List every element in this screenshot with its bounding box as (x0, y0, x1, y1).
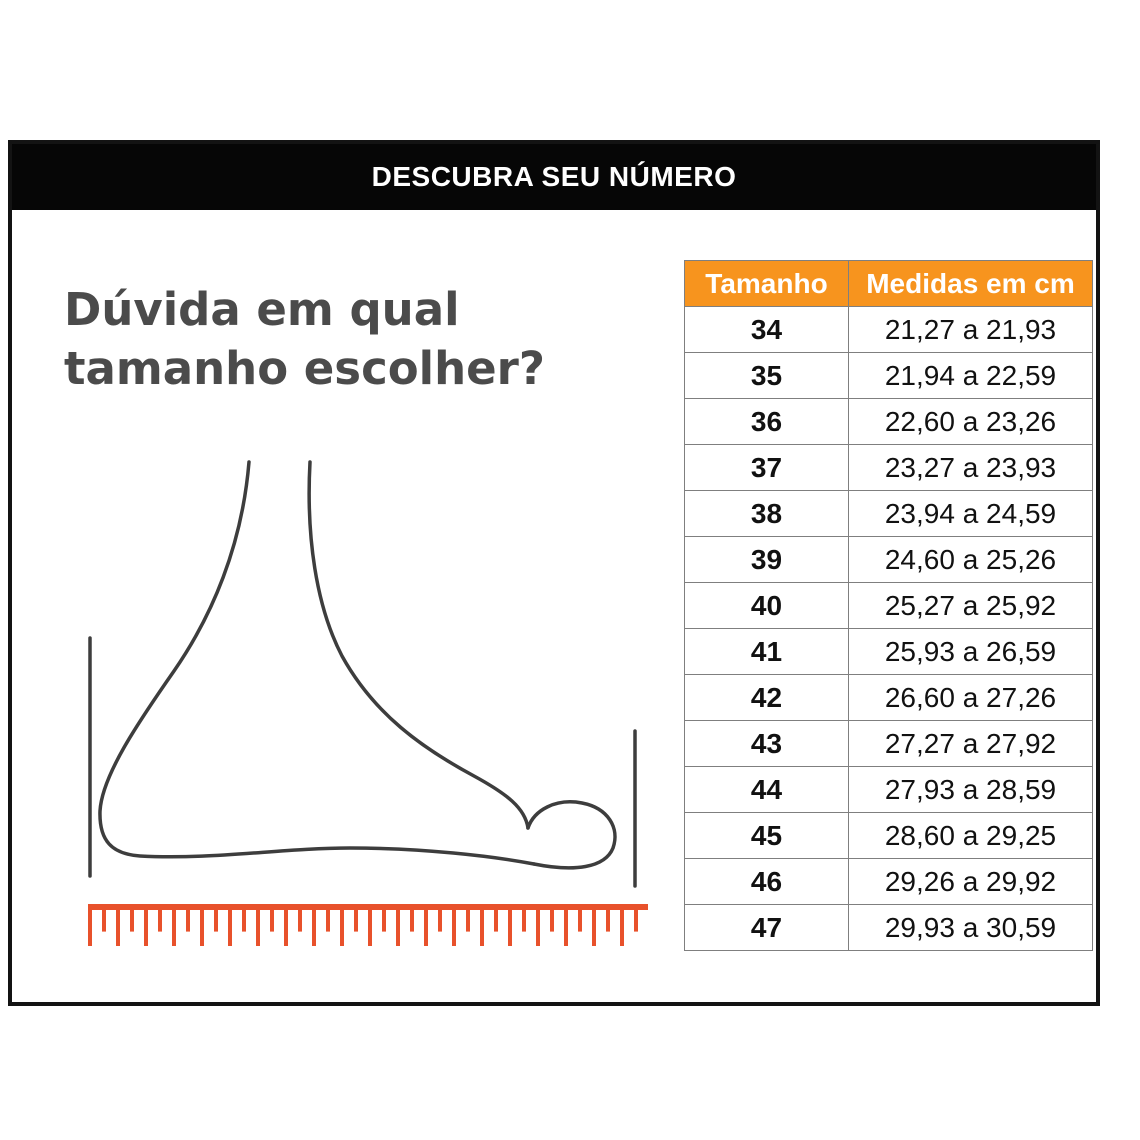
range-cell: 23,27 a 23,93 (848, 444, 1093, 491)
range-cell: 24,60 a 25,26 (848, 536, 1093, 583)
table-row: 47 29,93 a 30,59 (684, 904, 1093, 951)
page-heading: Dúvida em qual tamanho escolher? (64, 280, 545, 399)
size-cell: 47 (684, 904, 849, 951)
size-guide-frame: DESCUBRA SEU NÚMERO Dúvida em qual taman… (8, 140, 1100, 1006)
size-cell: 38 (684, 490, 849, 537)
heading-line-1: Dúvida em qual (64, 283, 460, 336)
range-cell: 26,60 a 27,26 (848, 674, 1093, 721)
size-cell: 34 (684, 306, 849, 353)
range-cell: 25,27 a 25,92 (848, 582, 1093, 629)
size-cell: 37 (684, 444, 849, 491)
table-row: 45 28,60 a 29,25 (684, 812, 1093, 859)
range-cell: 29,93 a 30,59 (848, 904, 1093, 951)
size-cell: 45 (684, 812, 849, 859)
table-row: 36 22,60 a 23,26 (684, 398, 1093, 445)
size-cell: 44 (684, 766, 849, 813)
size-cell: 43 (684, 720, 849, 767)
size-cell: 35 (684, 352, 849, 399)
size-table-body: 34 21,27 a 21,93 35 21,94 a 22,59 36 22,… (684, 306, 1093, 951)
heading-line-2: tamanho escolher? (64, 342, 545, 396)
table-row: 37 23,27 a 23,93 (684, 444, 1093, 491)
range-cell: 22,60 a 23,26 (848, 398, 1093, 445)
foot-measurement-illustration (88, 460, 637, 888)
banner-title: DESCUBRA SEU NÚMERO (371, 161, 737, 192)
foot-outline-back (98, 460, 536, 866)
table-row: 43 27,27 a 27,92 (684, 720, 1093, 767)
table-header-row: Tamanho Medidas em cm (684, 260, 1093, 307)
column-header-medidas: Medidas em cm (848, 260, 1093, 307)
table-row: 46 29,26 a 29,92 (684, 858, 1093, 905)
size-cell: 42 (684, 674, 849, 721)
table-row: 34 21,27 a 21,93 (684, 306, 1093, 353)
foot-outline-front (307, 460, 530, 830)
table-row: 40 25,27 a 25,92 (684, 582, 1093, 629)
table-row: 35 21,94 a 22,59 (684, 352, 1093, 399)
table-row: 38 23,94 a 24,59 (684, 490, 1093, 537)
range-cell: 21,94 a 22,59 (848, 352, 1093, 399)
size-table: Tamanho Medidas em cm 34 21,27 a 21,93 3… (684, 260, 1093, 951)
range-cell: 21,27 a 21,93 (848, 306, 1093, 353)
size-cell: 36 (684, 398, 849, 445)
size-cell: 41 (684, 628, 849, 675)
banner: DESCUBRA SEU NÚMERO (12, 144, 1096, 210)
range-cell: 27,93 a 28,59 (848, 766, 1093, 813)
content-area: Dúvida em qual tamanho escolher? (12, 210, 1096, 1002)
table-row: 39 24,60 a 25,26 (684, 536, 1093, 583)
range-cell: 29,26 a 29,92 (848, 858, 1093, 905)
table-row: 44 27,93 a 28,59 (684, 766, 1093, 813)
ruler-graphic (88, 904, 648, 946)
range-cell: 28,60 a 29,25 (848, 812, 1093, 859)
size-cell: 40 (684, 582, 849, 629)
size-cell: 46 (684, 858, 849, 905)
range-cell: 23,94 a 24,59 (848, 490, 1093, 537)
foot-toe (526, 800, 617, 870)
range-cell: 27,27 a 27,92 (848, 720, 1093, 767)
size-cell: 39 (684, 536, 849, 583)
table-row: 42 26,60 a 27,26 (684, 674, 1093, 721)
column-header-tamanho: Tamanho (684, 260, 849, 307)
table-row: 41 25,93 a 26,59 (684, 628, 1093, 675)
range-cell: 25,93 a 26,59 (848, 628, 1093, 675)
